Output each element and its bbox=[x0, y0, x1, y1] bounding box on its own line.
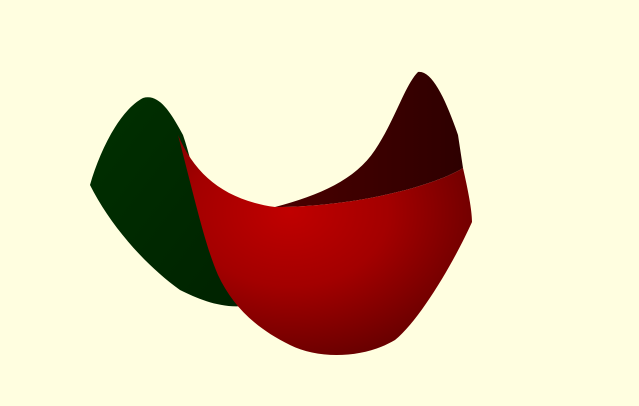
surface-front-face bbox=[178, 135, 472, 356]
surface-back-face bbox=[90, 97, 250, 307]
surface-far-face bbox=[275, 71, 463, 207]
saddle-surface-model bbox=[90, 71, 472, 356]
